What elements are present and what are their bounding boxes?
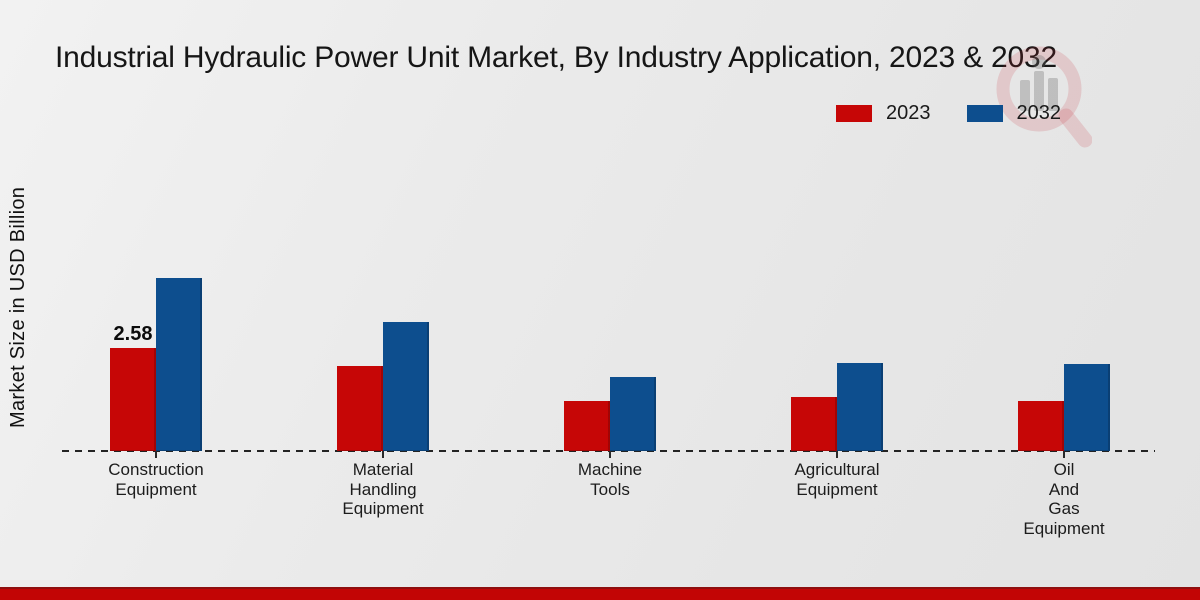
bar-2023 (1018, 401, 1064, 451)
category-label: Agricultural Equipment (794, 460, 880, 499)
bar-group (791, 0, 883, 451)
bar-2032 (837, 363, 883, 451)
legend-label-2023: 2023 (886, 102, 931, 124)
market-research-watermark-logo (992, 40, 1093, 160)
bar-2032 (610, 377, 656, 451)
bar-2023 (337, 366, 383, 451)
bar-2032 (383, 322, 429, 451)
category-label: Construction Equipment (108, 460, 204, 499)
category-label: Machine Tools (577, 460, 643, 499)
footer-red-band (0, 587, 1200, 600)
legend-item-2032: 2032 (966, 102, 1062, 125)
axis-tick (1063, 451, 1065, 458)
axis-tick (155, 451, 157, 458)
bar-group (110, 0, 202, 451)
legend-label-2032: 2032 (1016, 102, 1062, 124)
x-axis-baseline (62, 450, 1155, 452)
bar-value-label: 2.58 (113, 323, 153, 345)
bar-2023 (110, 348, 156, 451)
axis-tick (609, 451, 611, 458)
bar-2023 (791, 397, 837, 451)
bar-2032 (1064, 364, 1110, 451)
bar-group (564, 0, 656, 451)
legend-swatch-2032 (966, 105, 1003, 122)
bar-group (337, 0, 429, 451)
bar-2023 (564, 401, 610, 451)
category-label: Oil And Gas Equipment (1023, 460, 1105, 539)
axis-tick (836, 451, 838, 458)
legend: 2023 2032 (836, 102, 1061, 125)
legend-swatch-2023 (836, 105, 872, 122)
legend-item-2023: 2023 (836, 102, 931, 125)
category-label: Material Handling Equipment (342, 460, 424, 519)
axis-tick (382, 451, 384, 458)
chart-title: Industrial Hydraulic Power Unit Market, … (55, 41, 1057, 74)
bar-2032 (156, 278, 202, 451)
bar-group (1018, 0, 1110, 451)
magnifier-logo-icon (996, 46, 1093, 148)
